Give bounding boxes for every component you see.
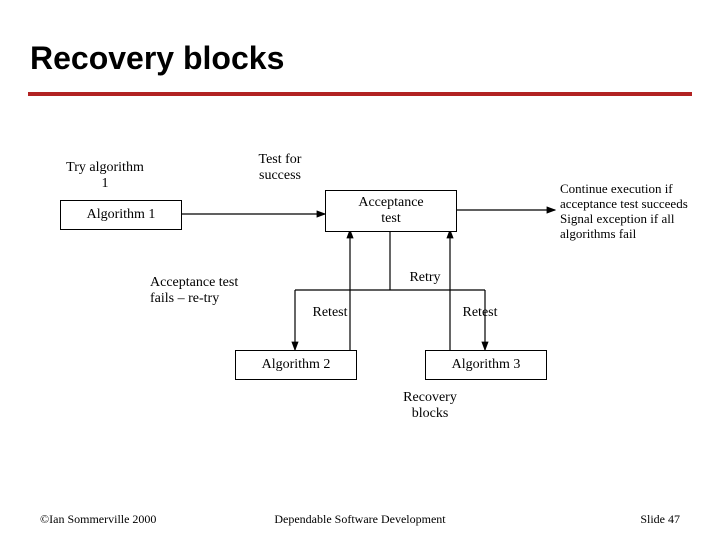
footer-right: Slide 47 [640,512,680,527]
box-label: Acceptance test [358,195,423,227]
slide-title: Recovery blocks [30,40,284,77]
label-continue-execution: Continue execution if acceptance test su… [560,182,720,242]
box-label: Algorithm 3 [452,357,521,373]
footer-center: Dependable Software Development [0,512,720,527]
label-recovery-blocks: Recovery blocks [380,390,480,422]
box-acceptance-test: Acceptance test [325,190,457,232]
box-algorithm-3: Algorithm 3 [425,350,547,380]
label-retest-2: Retest [450,305,510,321]
box-label: Algorithm 2 [262,357,331,373]
title-rule [28,92,692,96]
label-test-for-success: Test for success [235,152,325,184]
box-label: Algorithm 1 [87,207,156,223]
label-retry: Retry [395,270,455,286]
label-fails-retry: Acceptance test fails – re-try [150,275,290,307]
label-try-algorithm: Try algorithm 1 [50,160,160,192]
box-algorithm-1: Algorithm 1 [60,200,182,230]
label-retest-1: Retest [300,305,360,321]
diagram: Algorithm 1 Acceptance test Algorithm 2 … [50,130,670,440]
box-algorithm-2: Algorithm 2 [235,350,357,380]
